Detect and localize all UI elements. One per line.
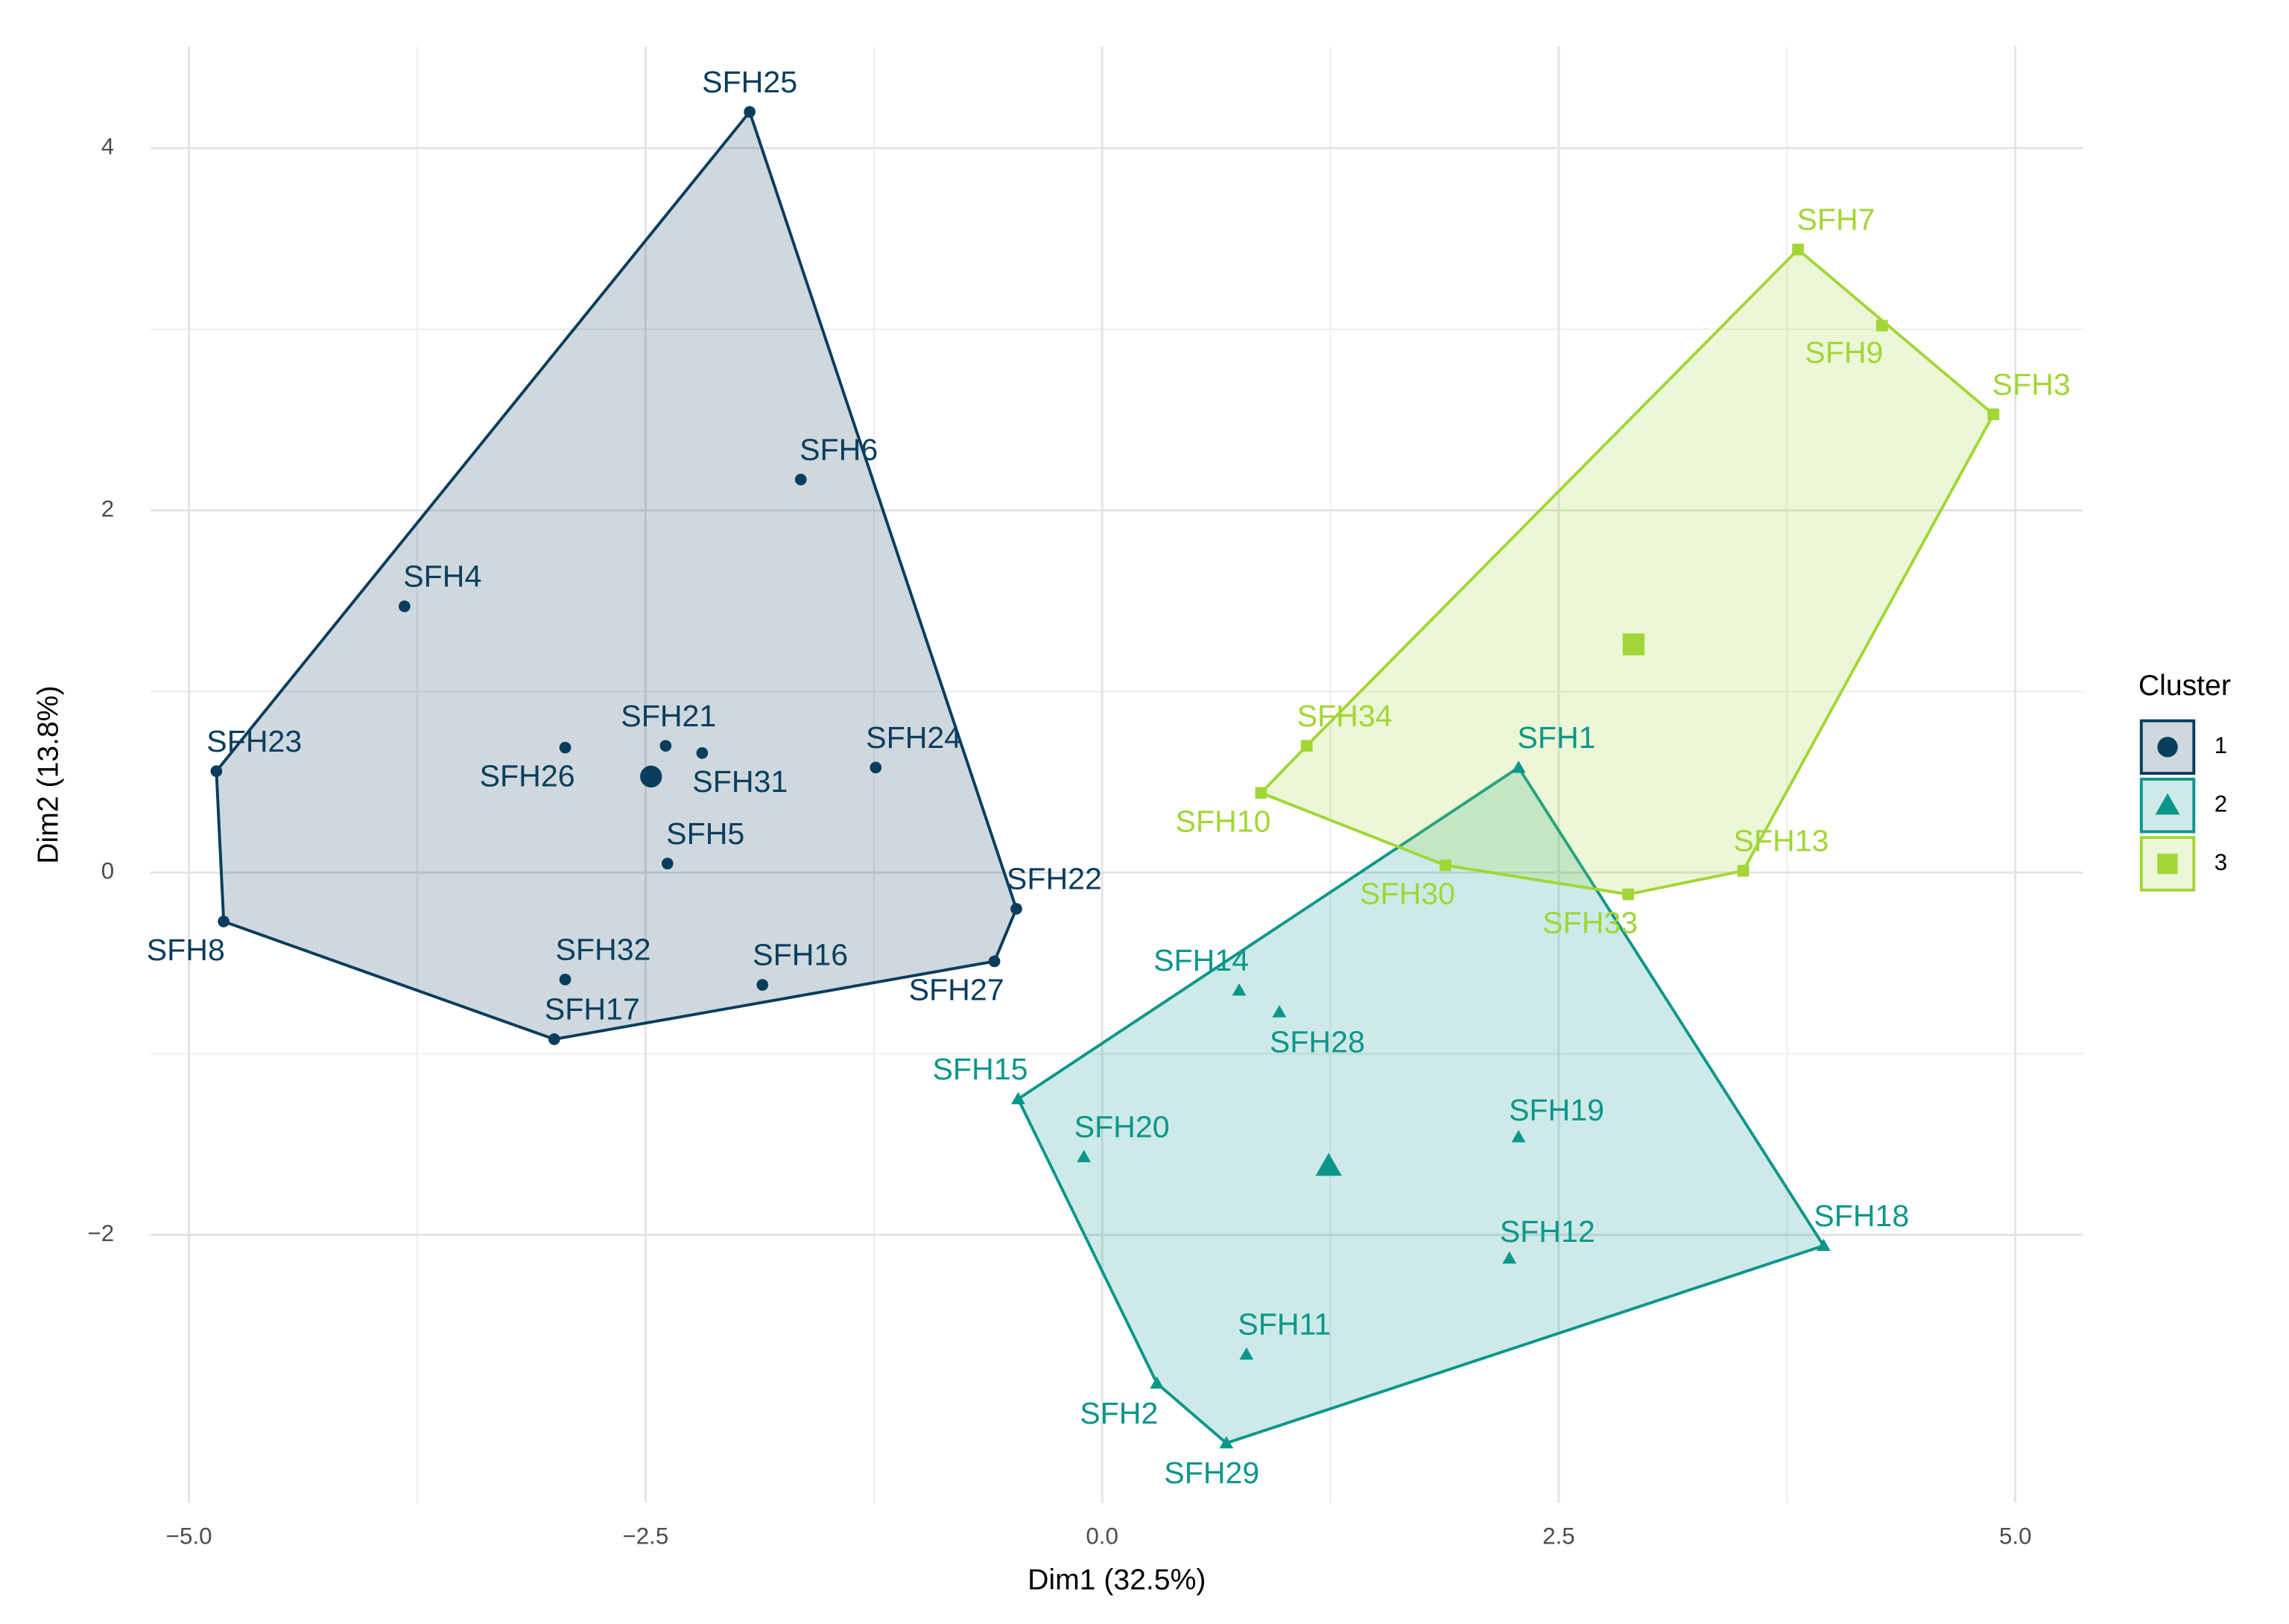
cluster-hull [1258,247,1995,896]
point-label: SFH34 [1297,699,1393,733]
point-label: SFH9 [1805,335,1883,369]
point [559,973,572,986]
point [1300,740,1313,752]
point [559,741,572,754]
point-label: SFH18 [1814,1199,1909,1233]
cluster-hull [1016,765,1826,1445]
point [1011,1091,1025,1105]
point [218,916,230,927]
point-label: SFH23 [206,724,302,758]
point-label: SFH28 [1270,1025,1365,1059]
point [1255,787,1267,799]
x-tick-label: −5.0 [166,1523,212,1550]
point-label: SFH21 [621,699,716,733]
cluster-hull [215,109,1019,1041]
point-label: SFH2 [1080,1396,1158,1430]
point-label: SFH33 [1542,906,1638,940]
point-label: SFH5 [666,816,744,851]
x-tick-label: 2.5 [1542,1523,1575,1550]
point-label: SFH19 [1509,1093,1604,1127]
point-label: SFH10 [1175,804,1270,838]
point-label: SFH26 [480,759,575,793]
point-labels: SFH25 SFH6 SFH4 SFH23 SFH21 SFH26 SFH31 SFH24 SF… [147,65,2071,1490]
point-label: SFH30 [1360,877,1455,911]
point-label: SFH22 [1007,862,1102,896]
x-tick-label: 0.0 [1086,1523,1118,1550]
point [1010,903,1022,915]
point-label: SFH6 [800,432,878,466]
y-axis-title: Dim2 (13.8%) [32,685,64,863]
point [1511,760,1526,773]
legend-label: 2 [2214,790,2227,816]
point [1219,1436,1234,1449]
point [1875,320,1888,332]
point [1622,888,1634,901]
centroid [1622,633,1645,656]
point-label: SFH13 [1733,824,1829,858]
point-label: SFH32 [555,932,650,966]
y-tick-label: 2 [101,495,114,521]
point [1232,983,1247,996]
point [1150,1376,1165,1389]
legend-symbol [2155,793,2180,815]
point-label: SFH7 [1796,203,1875,237]
point [1239,1347,1254,1360]
point-label: SFH11 [1238,1307,1331,1342]
point [1440,859,1451,872]
point-label: SFH17 [545,992,640,1027]
point [1502,1251,1517,1264]
point [399,600,411,612]
x-axis-title: Dim1 (32.5%) [1028,1564,1206,1596]
point [210,765,223,778]
y-tick-label: −2 [87,1220,114,1246]
point [744,106,756,118]
hulls [215,109,1995,1445]
point-label: SFH25 [702,65,797,99]
points [210,106,2000,1449]
point [1816,1238,1831,1252]
point [696,747,709,759]
point [1792,244,1804,256]
legend-label: 1 [2214,732,2227,758]
point-label: SFH14 [1153,943,1249,977]
point-label: SFH15 [932,1052,1028,1086]
legend-title: Cluster [2138,670,2231,702]
point [794,473,807,486]
point-label: SFH24 [866,720,961,755]
point-label: SFH12 [1500,1214,1595,1249]
grid [151,46,2083,1503]
point-label: SFH20 [1074,1110,1170,1144]
x-tick-label: 5.0 [1999,1523,2032,1550]
point [661,857,674,870]
point [1737,865,1750,877]
point [1987,408,2000,421]
point-label: SFH31 [692,764,788,799]
point-label: SFH4 [403,559,481,594]
point [988,955,1001,968]
legend-key [2139,719,2196,775]
point-label: SFH3 [1992,367,2071,402]
point [870,761,882,774]
point [1511,1129,1526,1143]
point [1077,1149,1092,1163]
point [756,979,769,991]
centroid [1315,1152,1342,1176]
y-tick-label: 0 [101,858,114,884]
legend-symbol [2157,853,2178,875]
x-tick-label: −2.5 [622,1523,668,1550]
legend-label: 3 [2214,849,2227,875]
point-label: SFH27 [909,972,1004,1006]
point [1272,1005,1287,1018]
point-label: SFH8 [147,933,225,967]
centroid [640,765,662,788]
point-label: SFH1 [1517,720,1595,755]
point-label: SFH29 [1164,1456,1259,1490]
point [659,740,672,752]
legend-symbol [2157,737,2178,758]
point [548,1033,560,1045]
y-tick-label: 4 [101,133,114,159]
point-label: SFH16 [753,938,848,972]
